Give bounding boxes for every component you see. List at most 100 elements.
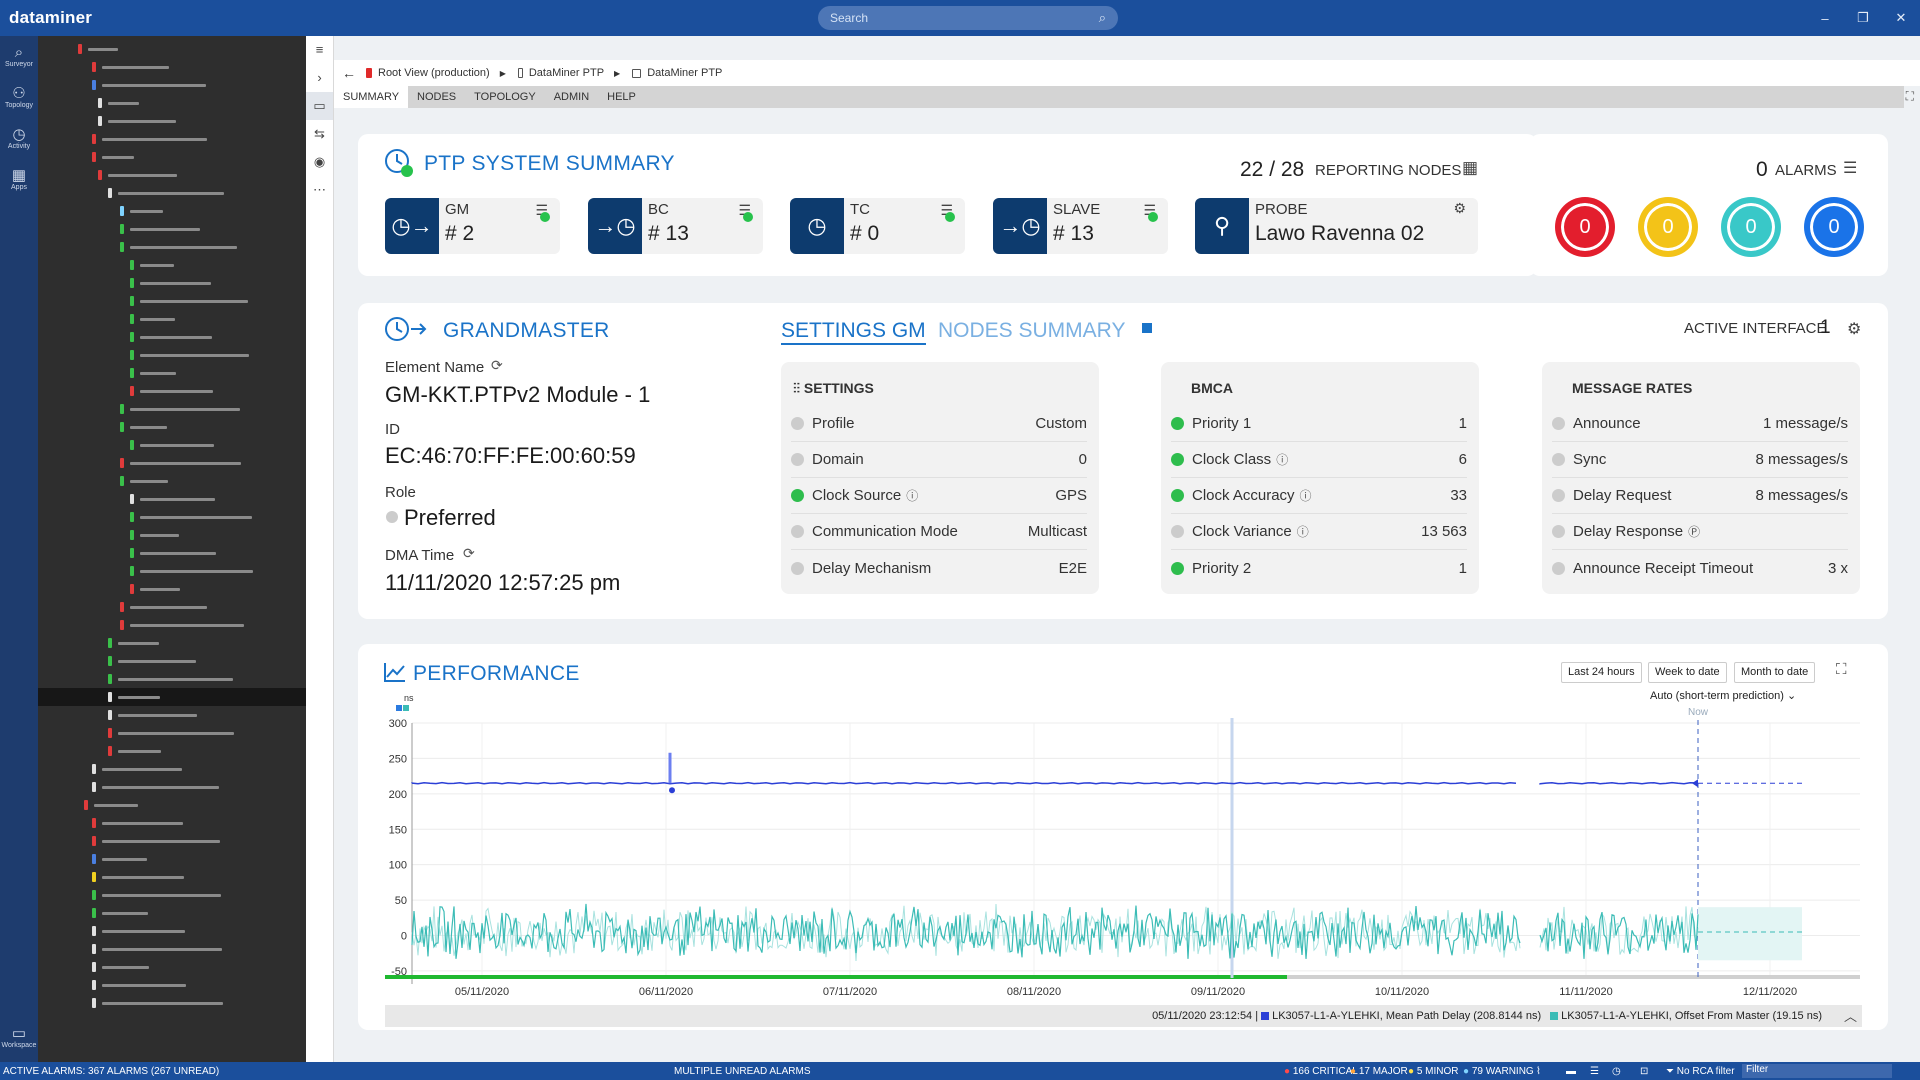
month-to-date-button[interactable]: Month to date — [1734, 662, 1816, 683]
tree-item[interactable] — [38, 256, 306, 274]
tree-item[interactable] — [38, 994, 306, 1012]
expand-chart-icon[interactable]: ⛶ — [1836, 661, 1847, 678]
swap-icon[interactable]: ⇆ — [314, 126, 325, 141]
gear-icon[interactable]: ⚙ — [1453, 200, 1466, 216]
focus-icon[interactable]: ⊡ — [1640, 1065, 1649, 1077]
hamburger-icon[interactable]: ≡ — [315, 42, 324, 57]
bc-box[interactable]: →◷ BC # 13 ☰ — [588, 198, 763, 254]
tree-item[interactable] — [38, 112, 306, 130]
tree-item[interactable] — [38, 364, 306, 382]
tree-item[interactable] — [38, 616, 306, 634]
major-alarm-circle[interactable]: 0 — [1640, 199, 1696, 255]
clock-icon[interactable]: ◷ — [1612, 1065, 1621, 1077]
tree-item[interactable] — [38, 400, 306, 418]
tree-item[interactable] — [38, 742, 306, 760]
more-icon[interactable]: ⋯ — [313, 182, 326, 197]
tab-nodes-summary[interactable]: NODES SUMMARY — [938, 319, 1126, 342]
tree-item[interactable] — [38, 346, 306, 364]
table-icon[interactable]: ▦ — [1462, 158, 1479, 177]
refresh-icon[interactable]: ⟳ — [463, 545, 475, 561]
tree-item[interactable] — [38, 724, 306, 742]
tree-item[interactable] — [38, 922, 306, 940]
rail-activity[interactable]: ◷ Activity — [0, 118, 38, 159]
last-24-hours-button[interactable]: Last 24 hours — [1561, 662, 1642, 683]
tree-item[interactable] — [38, 508, 306, 526]
tab-admin[interactable]: ADMIN — [553, 91, 590, 103]
tree-item[interactable] — [38, 760, 306, 778]
tree-item[interactable] — [38, 580, 306, 598]
performance-chart[interactable]: ns 300 250 200 150 100 50 0 -50 05/11/2020 06/11/2… — [370, 690, 1870, 995]
tree-item[interactable] — [38, 202, 306, 220]
tree-item[interactable] — [38, 76, 306, 94]
list-icon[interactable]: ☰ — [1843, 160, 1858, 177]
tab-summary[interactable]: SUMMARY — [334, 86, 409, 108]
tree-item[interactable] — [38, 652, 306, 670]
monitor-icon[interactable]: ▭ — [306, 92, 333, 120]
tree-item[interactable] — [38, 634, 306, 652]
tree-item[interactable] — [38, 814, 306, 832]
probe-box[interactable]: ⚲ PROBE Lawo Ravenna 02 ⚙ — [1195, 198, 1478, 254]
critical-count[interactable]: ● 166 CRITICAL — [1284, 1065, 1358, 1077]
tree-item[interactable] — [38, 166, 306, 184]
tab-help[interactable]: HELP — [607, 91, 636, 103]
info-icon[interactable]: ⓘ — [1299, 489, 1312, 503]
rail-apps[interactable]: ▦ Apps — [0, 159, 38, 200]
gear-icon[interactable]: ⚙ — [1847, 321, 1862, 338]
unread-alarms-text[interactable]: MULTIPLE UNREAD ALARMS — [674, 1065, 811, 1077]
refresh-icon[interactable]: ⟳ — [491, 357, 503, 373]
warning-count[interactable]: ● 79 WARNING — [1463, 1065, 1534, 1077]
fullscreen-icon[interactable]: ⛶ — [1905, 89, 1914, 103]
filter-input[interactable]: Filter — [1742, 1064, 1892, 1078]
major-count[interactable]: ● 17 MAJOR — [1350, 1065, 1408, 1077]
search-input[interactable]: Search ⌕ — [818, 6, 1118, 30]
minimize-button[interactable]: – — [1821, 10, 1829, 26]
gm-box[interactable]: ◷→ GM # 2 ☰ — [385, 198, 560, 254]
expand-icon[interactable]: › — [317, 70, 322, 85]
tree-item[interactable] — [38, 958, 306, 976]
tab-nodes[interactable]: NODES — [417, 91, 457, 103]
back-arrow-icon[interactable]: ← — [342, 65, 356, 81]
filter-icon[interactable]: ⏷ No RCA filter — [1666, 1065, 1735, 1077]
tc-box[interactable]: ◷ TC # 0 ☰ — [790, 198, 965, 254]
tree-item[interactable] — [38, 418, 306, 436]
tree-item[interactable] — [38, 220, 306, 238]
warning-alarm-circle[interactable]: 0 — [1806, 199, 1862, 255]
signal-icon[interactable]: ◉ — [313, 154, 326, 169]
tree-item[interactable] — [38, 868, 306, 886]
info-icon[interactable]: ⓘ — [906, 489, 919, 503]
tree-item[interactable] — [38, 976, 306, 994]
tree-item[interactable] — [38, 148, 306, 166]
maximize-button[interactable]: ❐ — [1857, 10, 1869, 25]
rail-surveyor[interactable]: ⌕ Surveyor — [0, 36, 38, 77]
tree-item[interactable] — [38, 328, 306, 346]
tree-item[interactable] — [38, 850, 306, 868]
breadcrumb-level1[interactable]: DataMiner PTP — [528, 67, 605, 79]
minor-alarm-circle[interactable]: 0 — [1723, 199, 1779, 255]
active-alarms-text[interactable]: ACTIVE ALARMS: 367 ALARMS (267 UNREAD) — [3, 1065, 220, 1077]
tree-item[interactable] — [38, 238, 306, 256]
week-to-date-button[interactable]: Week to date — [1648, 662, 1727, 683]
tree-item[interactable] — [38, 778, 306, 796]
tree-item[interactable] — [38, 382, 306, 400]
tree-item[interactable] — [38, 58, 306, 76]
info-icon[interactable]: ⓘ — [1276, 453, 1289, 467]
close-button[interactable]: ✕ — [1895, 10, 1907, 25]
tree-item[interactable] — [38, 832, 306, 850]
tree-item[interactable] — [38, 310, 306, 328]
tree-item[interactable] — [38, 94, 306, 112]
tree-item[interactable] — [38, 904, 306, 922]
info-icon[interactable]: Ⓟ — [1688, 525, 1701, 539]
list-icon[interactable]: ☰ — [1590, 1065, 1599, 1077]
rail-topology[interactable]: ⚇ Topology — [0, 77, 38, 118]
info-icon[interactable]: ⓘ — [1296, 525, 1309, 539]
tree-item[interactable] — [38, 292, 306, 310]
tree-item[interactable] — [38, 40, 306, 58]
slave-box[interactable]: →◷ SLAVE # 13 ☰ — [993, 198, 1168, 254]
tree-item[interactable] — [38, 544, 306, 562]
tree-item[interactable] — [38, 562, 306, 580]
tree-item[interactable] — [38, 184, 306, 202]
tree-item[interactable] — [38, 706, 306, 724]
tree-item[interactable] — [38, 274, 306, 292]
tree-item[interactable] — [38, 940, 306, 958]
view-icon[interactable]: ▬ — [1566, 1065, 1576, 1077]
